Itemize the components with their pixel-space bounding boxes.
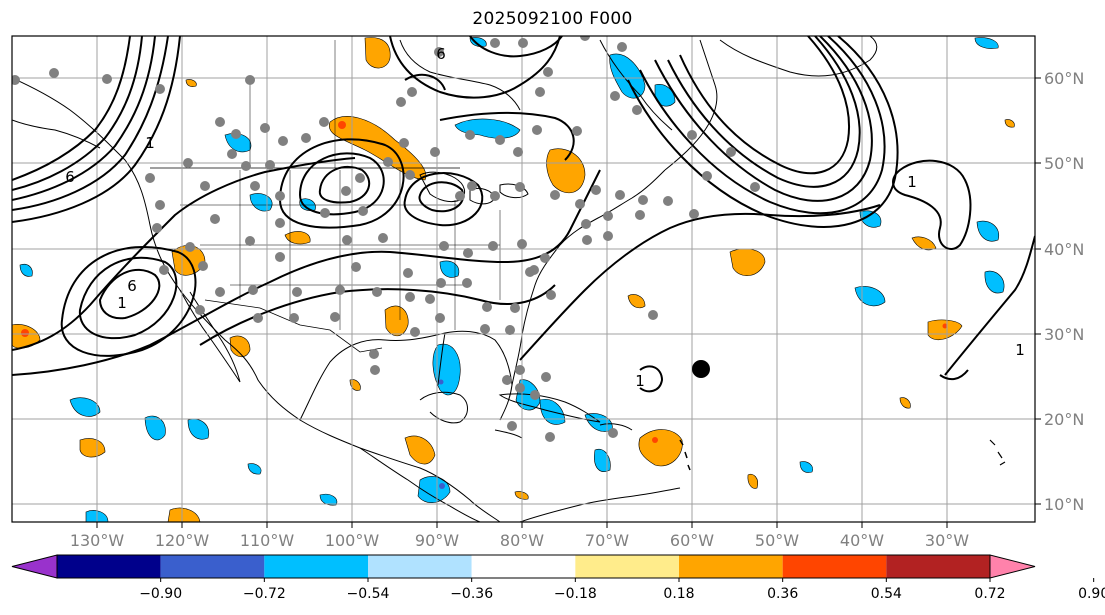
latitude-axis: 60°N 50°N 40°N 30°N 20°N 10°N [1044, 69, 1084, 514]
colorbar: −0.90 −0.72 −0.54 −0.36 −0.18 0.18 0.36 0.54 0.7… [11, 554, 1105, 602]
colorbar-segment [886, 555, 990, 578]
colorbar-segment [57, 555, 161, 578]
contour-label: 1 [1015, 341, 1025, 359]
contour-label: 6 [436, 45, 446, 63]
latitude-label: 60°N [1044, 69, 1084, 88]
longitude-label: 60°W [670, 531, 714, 550]
longitude-label: 110°W [240, 531, 295, 550]
colorbar-tick-label: −0.90 [139, 586, 182, 602]
longitude-label: 80°W [500, 531, 544, 550]
observation-dots [12, 36, 760, 442]
longitude-label: 70°W [585, 531, 629, 550]
longitude-label: 100°W [325, 531, 380, 550]
colorbar-extend-high [989, 554, 1036, 579]
colorbar-tick-label: 0.90 [1078, 586, 1105, 602]
graticule [12, 36, 1035, 522]
map-title: 2025092100 F000 [472, 9, 633, 29]
longitude-label: 50°W [755, 531, 799, 550]
latitude-label: 10°N [1044, 495, 1084, 514]
colorbar-tick-label: 0.72 [974, 586, 1005, 602]
contour-labels: 6 1 6 1 6 1 1 1 [65, 45, 1025, 390]
latitude-label: 30°N [1044, 325, 1084, 344]
colorbar-outline [56, 554, 991, 579]
colorbar-tick-label: 0.36 [767, 586, 798, 602]
colorbar-tick-label: −0.36 [450, 586, 493, 602]
colorbar-segment [368, 555, 472, 578]
longitude-label: 130°W [70, 531, 125, 550]
colorbar-tick-label: 0.54 [871, 586, 902, 602]
storm-center-marker [692, 360, 710, 378]
colorbar-segment [264, 555, 368, 578]
longitude-label: 40°W [840, 531, 884, 550]
strong-negative-shading [438, 379, 445, 489]
longitude-label: 120°W [155, 531, 210, 550]
height-contours [12, 36, 1035, 393]
latitude-label: 40°N [1044, 240, 1084, 259]
longitude-label: 90°W [415, 531, 459, 550]
colorbar-segment [679, 555, 783, 578]
latitude-label: 20°N [1044, 410, 1084, 429]
colorbar-tick-label: 0.18 [663, 586, 694, 602]
map-frame [11, 35, 1036, 523]
latitude-label: 50°N [1044, 154, 1084, 173]
colorbar-segment [160, 555, 265, 578]
longitude-axis: 130°W 120°W 110°W 100°W 90°W 80°W 70°W 6… [70, 531, 969, 550]
colorbar-segment [471, 555, 576, 578]
colorbar-segment [575, 555, 679, 578]
colorbar-tick-label: −0.72 [243, 586, 286, 602]
map-area: 6 1 6 1 6 1 1 1 [12, 36, 1035, 522]
colorbar-tick-label: −0.54 [347, 586, 390, 602]
strong-positive-shading [21, 121, 948, 443]
coastlines-and-borders [12, 36, 1006, 522]
colorbar-tick-label: −0.18 [554, 586, 597, 602]
axis-ticks [96, 77, 1041, 528]
contour-label: 1 [635, 372, 645, 390]
contour-label: 1 [117, 294, 127, 312]
contour-label: 1 [907, 173, 917, 191]
colorbar-extend-low [11, 554, 58, 579]
contour-label: 1 [145, 134, 155, 152]
contour-label: 6 [65, 168, 75, 186]
longitude-label: 30°W [925, 531, 969, 550]
colorbar-segment [782, 555, 887, 578]
contour-label: 6 [127, 277, 137, 295]
